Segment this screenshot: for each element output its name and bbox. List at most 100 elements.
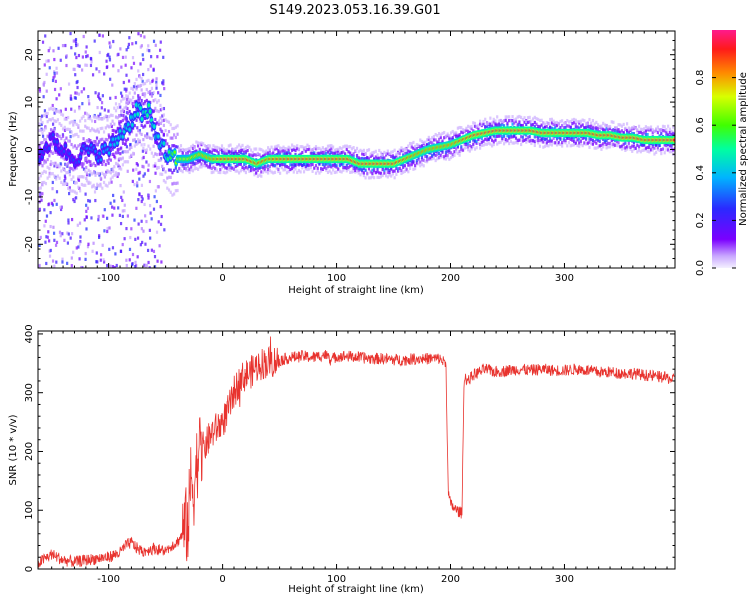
spectrogram-halo-cell (583, 141, 586, 145)
spectrogram-halo-cell (492, 120, 495, 124)
spectrogram-halo-cell (422, 164, 425, 168)
spectrogram-halo-cell (138, 131, 142, 135)
spectrogram-halo-cell (220, 144, 224, 148)
spectrogram-halo-cell (639, 130, 642, 134)
spectrogram-noise-cell (106, 226, 109, 231)
spectrogram-halo-cell (658, 148, 661, 153)
spectrogram-halo-cell (104, 172, 107, 177)
spectrogram-halo-cell (569, 125, 572, 129)
spectrogram-halo-cell (265, 165, 268, 169)
spectrogram-halo-cell (106, 124, 109, 128)
spectrogram-halo-cell (226, 148, 229, 152)
spectrogram-noise-cell (54, 79, 57, 83)
spectrogram-halo-cell (530, 124, 533, 128)
spectrogram-halo-cell (65, 127, 68, 131)
spectrogram-noise-cell (48, 249, 51, 253)
spectrogram-halo-cell (670, 149, 673, 154)
spectrogram-halo-cell (598, 144, 601, 148)
spectrogram-halo-cell (174, 181, 177, 186)
spectrogram-halo-cell (530, 119, 533, 123)
spectrogram-halo-cell (179, 168, 183, 173)
spectrogram-halo-cell (627, 130, 630, 134)
spectrogram-halo-cell (362, 148, 365, 152)
spectrogram-halo-cell (123, 106, 126, 110)
spectrogram-noise-cell (119, 221, 123, 226)
spectrogram-noise-cell (152, 67, 155, 71)
spectrogram-ridge-core (99, 158, 103, 162)
spectrogram-halo-cell (79, 119, 82, 123)
spectrogram-halo-cell (53, 128, 56, 132)
spectrogram-halo-cell (166, 119, 169, 123)
spectrogram-halo-cell (212, 170, 215, 174)
spectrogram-halo-cell (596, 126, 600, 131)
spectrogram-halo-cell (386, 175, 389, 179)
spectrogram-halo-cell (484, 125, 487, 130)
spectrogram-noise-cell (41, 180, 44, 185)
spectrogram-halo-cell (600, 126, 603, 130)
spectrogram-halo-cell (437, 141, 441, 145)
spectrogram-halo-cell (68, 139, 71, 143)
spectrogram-halo-cell (111, 133, 114, 137)
spectrogram-halo-cell (236, 145, 239, 149)
spectrogram-halo-cell (333, 148, 336, 152)
spectrogram-halo-cell (188, 146, 191, 151)
spectrogram-halo-cell (571, 138, 574, 142)
spectrogram-halo-cell (581, 123, 584, 127)
spectrogram-halo-cell (53, 150, 56, 155)
spectrogram-halo-cell (186, 152, 189, 156)
spectrogram-noise-cell (145, 160, 148, 164)
spectrogram-halo-cell (472, 142, 475, 146)
colorbar-tick-label: 0.0 (695, 260, 706, 276)
spectrogram-halo-cell (615, 143, 618, 148)
spectrogram-halo-cell (390, 150, 393, 154)
spectrogram-halo-cell (188, 149, 191, 153)
spectrogram-halo-cell (84, 157, 87, 162)
spectrogram-halo-cell (125, 94, 128, 98)
spectrogram-halo-cell (123, 97, 126, 101)
spectrogram-halo-cell (217, 162, 220, 166)
spectrogram-halo-cell (121, 140, 124, 144)
spectrogram-halo-cell (497, 122, 501, 126)
spectrogram-halo-cell (658, 134, 661, 138)
spectrogram-halo-cell (120, 109, 123, 113)
spectrogram-halo-cell (320, 169, 323, 173)
spectrogram-halo-cell (509, 133, 512, 137)
spectrogram-halo-cell (434, 153, 437, 157)
spectrogram-halo-cell (470, 127, 473, 131)
spectrogram-halo-cell (366, 171, 369, 175)
spectrogram-halo-cell (451, 154, 454, 158)
spectrogram-noise-cell (162, 55, 165, 59)
spectrogram-halo-cell (188, 170, 191, 175)
spectrogram-halo-cell (140, 143, 143, 147)
spectrogram-halo-cell (113, 106, 116, 110)
spectrogram-noise-cell (85, 173, 89, 177)
spectrogram-halo-cell (44, 111, 48, 115)
spectrogram-halo-cell (72, 134, 75, 138)
spectrogram-halo-cell (72, 120, 75, 124)
spectrogram-halo-cell (443, 157, 446, 161)
spectrogram-noise-cell (119, 47, 122, 51)
spectrogram-halo-cell (596, 123, 600, 127)
spectrogram-halo-cell (183, 166, 186, 171)
spectrogram-halo-cell (106, 138, 109, 142)
spectrogram-halo-cell (120, 99, 123, 103)
spectrogram-noise-cell (53, 87, 57, 92)
spectrogram-halo-cell (523, 120, 526, 124)
spectrogram-halo-cell (159, 127, 162, 131)
spectrogram-ridge-core (150, 118, 153, 122)
spectrogram-halo-cell (90, 163, 94, 167)
spectrogram-halo-cell (629, 147, 632, 151)
spectrogram-halo-cell (116, 106, 119, 110)
spectrogram-halo-cell (106, 184, 109, 188)
spectrogram-halo-cell (87, 168, 90, 172)
spectrogram-halo-cell (410, 145, 413, 149)
spectrogram-halo-cell (656, 130, 659, 135)
spectrogram-halo-cell (451, 137, 454, 142)
spectrogram-halo-cell (55, 163, 58, 168)
spectrogram-halo-cell (448, 135, 451, 140)
spectrogram-halo-cell (340, 170, 343, 174)
spectrogram-noise-cell (70, 232, 74, 236)
spectrogram-halo-cell (441, 154, 444, 159)
spectrogram-noise-cell (94, 143, 98, 147)
spectrogram-noise-cell (85, 55, 88, 59)
